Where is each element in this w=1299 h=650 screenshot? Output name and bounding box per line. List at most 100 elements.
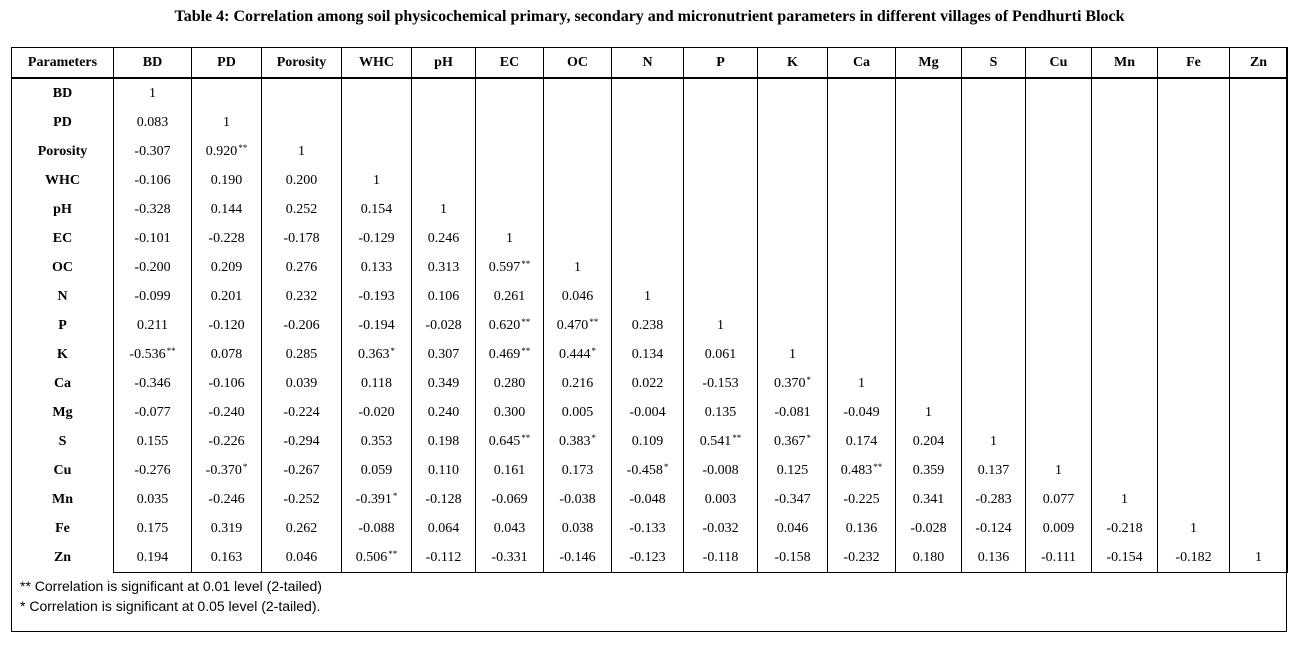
cell-value: 0.483: [840, 462, 873, 478]
table-cell: 0.035: [113, 485, 192, 514]
cell-value: 1: [223, 114, 230, 130]
cell-value: -0.240: [208, 404, 245, 420]
cell-value: -0.391: [355, 491, 392, 507]
table-cell: [1157, 311, 1230, 340]
table-cell: [757, 253, 828, 282]
table-cell: 0.005: [543, 398, 612, 427]
table-cell: 0.009: [1025, 514, 1092, 543]
table-cell: [543, 137, 612, 166]
table-cell: -0.158: [757, 543, 828, 573]
cell-value: -0.232: [843, 549, 880, 565]
cell-value: 0.204: [912, 433, 945, 449]
table-row: Porosity -0.307 0.920** 1: [11, 137, 1288, 166]
cell-value: -0.038: [559, 491, 596, 507]
header-zn: Zn: [1229, 47, 1288, 79]
table-cell: 0.110: [411, 456, 476, 485]
table-row: K -0.536** 0.078 0.285 0.363* 0.307 0.469** 0.4…: [11, 340, 1288, 369]
row-label: pH: [11, 195, 114, 224]
cell-value: 0.174: [845, 433, 878, 449]
table-cell: -0.106: [113, 166, 192, 195]
cell-value: 0.541: [699, 433, 732, 449]
table-cell: -0.069: [475, 485, 544, 514]
table-cell: [1025, 369, 1092, 398]
table-cell: [757, 137, 828, 166]
cell-value: -0.225: [843, 491, 880, 507]
cell-value: 1: [858, 375, 865, 391]
correlation-table: Parameters BD PD Porosity WHC pH EC OC N P K Ca Mg S C…: [11, 47, 1288, 573]
row-label: Zn: [11, 543, 114, 573]
table-cell: [961, 282, 1026, 311]
table-cell: 0.083: [113, 108, 192, 137]
table-cell: [683, 282, 758, 311]
table-cell: 0.216: [543, 369, 612, 398]
table-cell: [475, 195, 544, 224]
table-cell: [1025, 224, 1092, 253]
table-cell: [1025, 253, 1092, 282]
cell-value: -0.226: [208, 433, 245, 449]
table-cell: [1091, 282, 1158, 311]
cell-value: 0.110: [428, 462, 459, 478]
table-cell: [1025, 137, 1092, 166]
table-cell: 1: [611, 282, 684, 311]
table-cell: 0.137: [961, 456, 1026, 485]
table-cell: 0.506**: [341, 543, 412, 573]
table-cell: [1091, 137, 1158, 166]
table-cell: 0.285: [261, 340, 342, 369]
cell-value: 0.246: [427, 230, 460, 246]
cell-value: -0.048: [629, 491, 666, 507]
cell-value: 0.046: [285, 549, 318, 565]
cell-value: 0.200: [285, 172, 318, 188]
table-cell: [1229, 224, 1288, 253]
table-cell: [961, 78, 1026, 108]
cell-value: 0.367: [774, 433, 806, 449]
table-cell: [611, 137, 684, 166]
cell-value: 0.194: [136, 549, 169, 565]
table-cell: [1091, 195, 1158, 224]
cell-value: 0.353: [360, 433, 393, 449]
table-cell: [1157, 78, 1230, 108]
table-cell: [683, 78, 758, 108]
cell-value: 0.261: [493, 288, 526, 304]
table-cell: 0.161: [475, 456, 544, 485]
table-row: Ca -0.346 -0.106 0.039 0.118 0.349 0.280 0.216 0…: [11, 369, 1288, 398]
header-parameters: Parameters: [11, 47, 114, 79]
cell-value: -0.331: [491, 549, 528, 565]
table-cell: [895, 166, 962, 195]
table-row: WHC -0.106 0.190 0.200 1: [11, 166, 1288, 195]
cell-value: 0.022: [631, 375, 664, 391]
table-cell: -0.146: [543, 543, 612, 573]
table-cell: [961, 195, 1026, 224]
cell-value: -0.276: [134, 462, 171, 478]
table-cell: 0.246: [411, 224, 476, 253]
cell-value: -0.146: [559, 549, 596, 565]
table-cell: [1157, 253, 1230, 282]
significance-marker: *: [663, 461, 669, 472]
table-cell: [1091, 427, 1158, 456]
table-cell: [1229, 137, 1288, 166]
table-cell: -0.081: [757, 398, 828, 427]
table-cell: 0.204: [895, 427, 962, 456]
significance-marker: **: [521, 258, 531, 269]
table-cell: [683, 108, 758, 137]
table-notes: ** Correlation is significant at 0.01 le…: [20, 576, 322, 616]
table-cell: [1025, 398, 1092, 427]
table-cell: 0.262: [261, 514, 342, 543]
table-cell: 0.136: [961, 543, 1026, 573]
table-cell: [611, 224, 684, 253]
table-cell: [961, 108, 1026, 137]
cell-value: 0.211: [137, 317, 168, 333]
cell-value: -0.294: [283, 433, 320, 449]
table-cell: -0.112: [411, 543, 476, 573]
cell-value: -0.020: [358, 404, 395, 420]
table-cell: 0.064: [411, 514, 476, 543]
cell-value: 0.083: [136, 114, 169, 130]
table-cell: [895, 311, 962, 340]
cell-value: 0.135: [704, 404, 737, 420]
table-cell: [1157, 108, 1230, 137]
table-cell: [475, 137, 544, 166]
cell-value: 0.173: [561, 462, 594, 478]
cell-value: -0.200: [134, 259, 171, 275]
table-cell: [1157, 369, 1230, 398]
cell-value: -0.032: [702, 520, 739, 536]
row-label: Mn: [11, 485, 114, 514]
